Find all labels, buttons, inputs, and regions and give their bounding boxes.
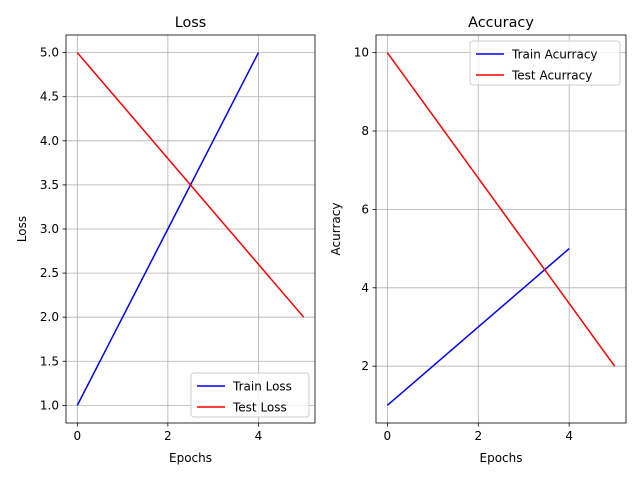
x-tick-label: 0 xyxy=(384,429,392,443)
y-tick-label: 6 xyxy=(361,202,369,216)
y-tick-label: 4.0 xyxy=(40,134,59,148)
x-tick-label: 2 xyxy=(164,429,172,443)
x-tick-label: 4 xyxy=(255,429,263,443)
y-tick-label: 8 xyxy=(361,124,369,138)
y-axis-label: Acurracy xyxy=(329,203,343,256)
y-tick-label: 3.0 xyxy=(40,222,59,236)
y-tick-label: 2.5 xyxy=(40,266,59,280)
y-tick-label: 4 xyxy=(361,281,369,295)
y-axis-label: Loss xyxy=(15,216,29,242)
x-axis-label: Epochs xyxy=(169,451,212,465)
plot-frame xyxy=(375,34,627,424)
legend-box xyxy=(190,372,310,418)
chart-title: Accuracy xyxy=(468,15,534,31)
chart-0: 0 2 4 1.0 1.5 2.0 2.5 3.0 3.5 4.0 4.5 5.0 Loss Epochs… xyxy=(15,15,316,465)
x-axis-label: Epochs xyxy=(480,451,523,465)
series-line-0 xyxy=(76,52,260,406)
legend-label: Test Loss xyxy=(232,401,287,415)
legend-label: Test Acurracy xyxy=(511,69,592,83)
y-tick-label: 4.5 xyxy=(40,90,59,104)
legend: Train Acurracy Test Acurracy xyxy=(469,40,621,86)
y-tick-label: 2.0 xyxy=(40,310,59,324)
series-line-0 xyxy=(386,248,570,406)
y-tick-label: 1.5 xyxy=(40,354,59,368)
y-tick-label: 5.0 xyxy=(40,46,59,60)
y-tick-label: 3.5 xyxy=(40,178,59,192)
y-tick-label: 2 xyxy=(361,359,369,373)
y-tick-label: 10 xyxy=(354,46,369,60)
legend: Train Loss Test Loss xyxy=(190,372,310,418)
x-tick-label: 0 xyxy=(73,429,81,443)
chart-title: Loss xyxy=(175,15,207,31)
x-tick-label: 2 xyxy=(474,429,482,443)
chart-1: 0 2 4 2 4 6 8 10 Accuracy Epochs Acurracy Train Acu… xyxy=(329,15,627,465)
legend-label: Train Acurracy xyxy=(511,48,598,62)
legend-label: Train Loss xyxy=(232,380,292,394)
y-tick-label: 1.0 xyxy=(40,398,59,412)
x-tick-label: 4 xyxy=(565,429,573,443)
series-line-1 xyxy=(76,52,305,318)
series-line-1 xyxy=(386,52,616,367)
legend-box xyxy=(469,40,621,86)
